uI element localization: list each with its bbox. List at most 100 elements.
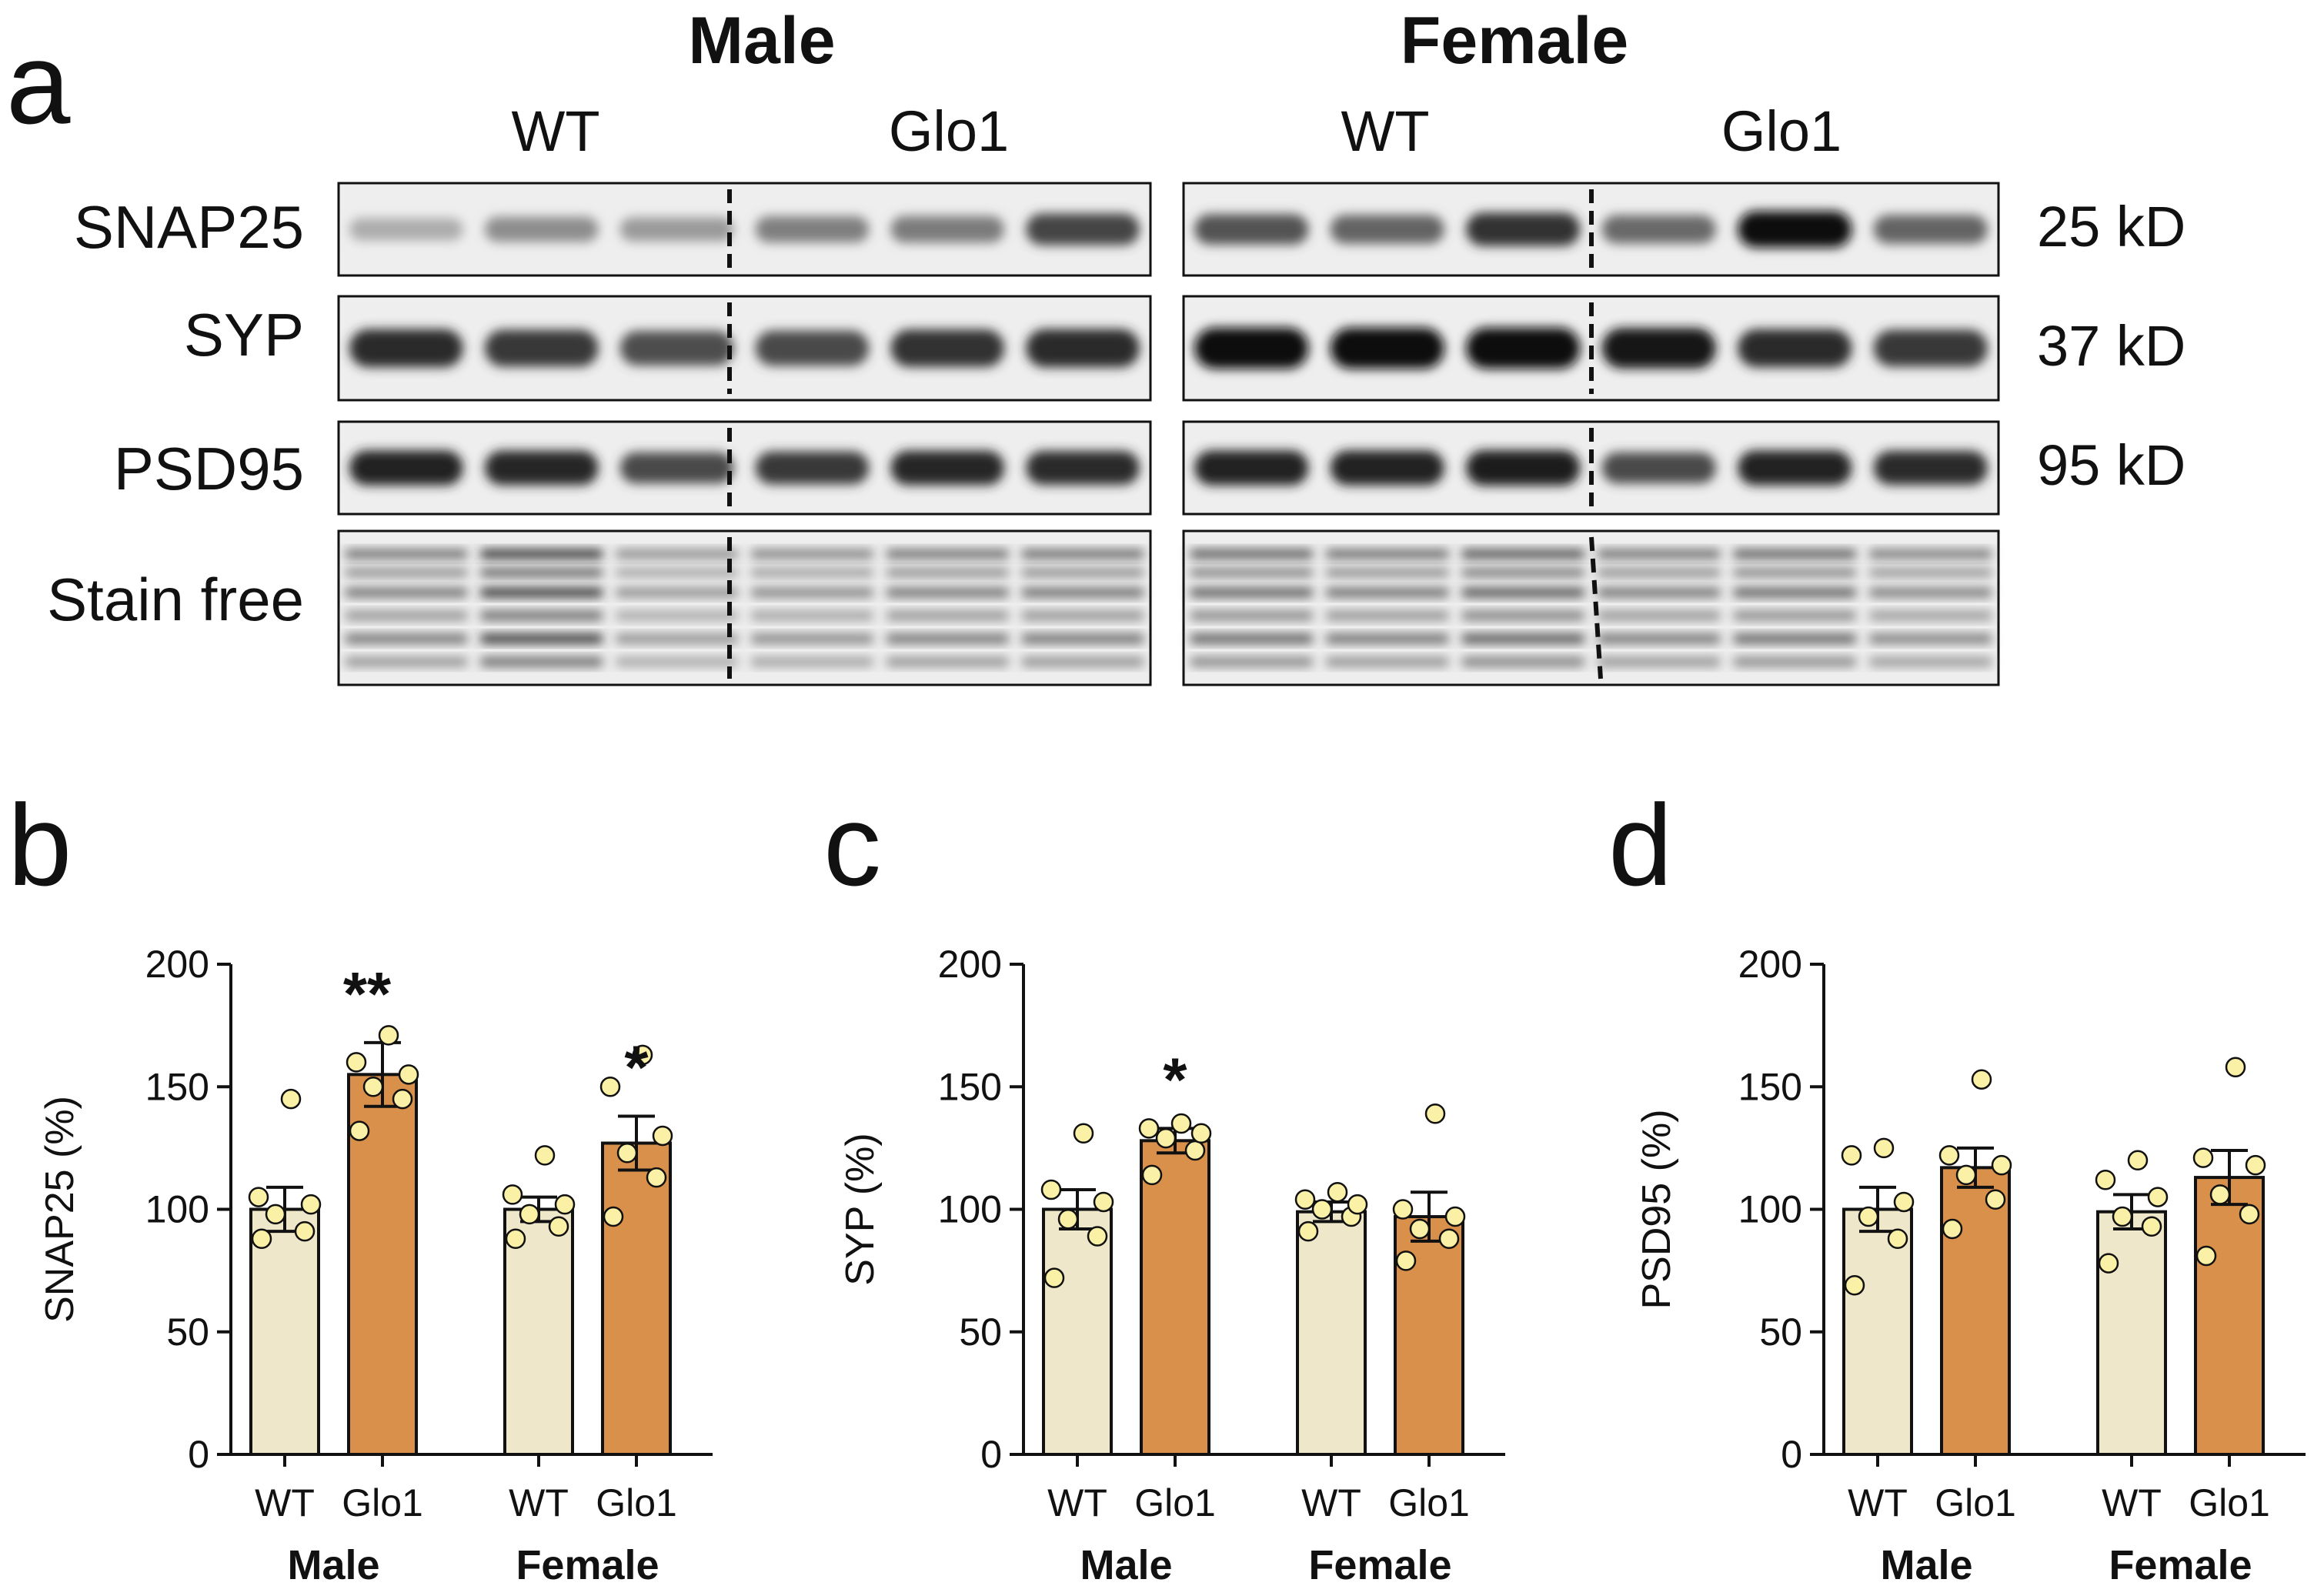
y-axis-label: SNAP25 (%) xyxy=(38,1096,82,1323)
stain-free-band xyxy=(1326,588,1449,597)
stain-free-band xyxy=(1461,568,1584,577)
blot-band xyxy=(755,215,870,243)
panel-letter-a: a xyxy=(6,18,71,148)
stain-free-band xyxy=(1021,588,1144,597)
data-point xyxy=(1057,1208,1079,1230)
bar xyxy=(1296,1210,1367,1457)
data-point xyxy=(346,1052,367,1073)
blot-band xyxy=(1738,329,1852,368)
stain-free-band xyxy=(345,588,468,597)
data-point xyxy=(1311,1199,1333,1220)
y-tick-label: 0 xyxy=(1781,1433,1802,1476)
x-category-label: Glo1 xyxy=(1388,1481,1470,1524)
stain-free-band xyxy=(751,568,873,577)
x-group-label: Male xyxy=(1080,1542,1172,1588)
blot-band xyxy=(484,450,599,486)
kd-label-syp: 37 kD xyxy=(2037,314,2185,378)
bar xyxy=(1842,1207,1913,1456)
x-category-label: WT xyxy=(1047,1481,1107,1524)
blot-band xyxy=(1601,452,1716,484)
stain-free-band xyxy=(751,657,873,666)
stain-free-band xyxy=(480,657,603,666)
data-point xyxy=(349,1120,370,1141)
data-point xyxy=(1087,1226,1108,1247)
stain-free-band xyxy=(616,568,738,577)
stain-free-band xyxy=(1461,588,1584,597)
blot-band xyxy=(1873,329,1988,367)
data-point xyxy=(603,1206,624,1227)
blot-band xyxy=(890,329,1005,367)
data-point xyxy=(1991,1154,2012,1176)
data-point xyxy=(2245,1154,2266,1176)
stain-free-band xyxy=(1190,634,1313,643)
blot-band xyxy=(1194,450,1309,486)
data-point xyxy=(300,1194,322,1215)
data-point xyxy=(2127,1150,2149,1171)
y-tick-label: 100 xyxy=(1738,1188,1802,1231)
stain-free-band xyxy=(1733,568,1856,577)
chart-c: c SYP (%) 0 50 100 150 200 WT Glo1 * WT Glo1 Male Fem… xyxy=(823,780,1505,1588)
stain-free-band xyxy=(1598,657,1721,666)
stain-free-band xyxy=(887,634,1009,643)
data-point xyxy=(398,1064,419,1085)
blot-band xyxy=(1466,212,1581,246)
blot-strip xyxy=(337,420,1152,516)
blot-band xyxy=(619,217,734,242)
data-point xyxy=(2141,1216,2162,1237)
data-point xyxy=(505,1228,526,1249)
x-group-label: Female xyxy=(1308,1542,1451,1588)
panel-letter-d: d xyxy=(1608,780,1672,910)
blot-strip xyxy=(1182,529,2000,686)
stain-free-band xyxy=(1733,657,1856,666)
y-tick-label: 200 xyxy=(938,943,1002,986)
y-axis-label: PSD95 (%) xyxy=(1634,1109,1679,1309)
stain-free-band xyxy=(751,634,873,643)
y-tick-label: 200 xyxy=(145,943,209,986)
data-point xyxy=(2147,1187,2169,1207)
blot-row-label-snap25: SNAP25 xyxy=(74,193,304,261)
data-point xyxy=(1170,1113,1192,1134)
stain-free-band xyxy=(1021,549,1144,559)
blot-band xyxy=(1601,328,1716,369)
y-tick-label: 200 xyxy=(1738,943,1802,986)
stain-free-band xyxy=(1598,588,1721,597)
stain-free-band xyxy=(1461,549,1584,559)
data-point xyxy=(280,1088,302,1110)
blot-band xyxy=(349,450,463,486)
stain-free-band xyxy=(887,588,1009,597)
data-point xyxy=(1190,1123,1212,1144)
blot-band xyxy=(1026,450,1140,486)
data-point xyxy=(1327,1181,1348,1203)
bar xyxy=(1940,1166,2011,1456)
x-category-label: Glo1 xyxy=(342,1481,423,1524)
stain-free-band xyxy=(1733,588,1856,597)
stain-free-band xyxy=(480,634,603,643)
stain-free-band xyxy=(1598,611,1721,620)
blot-band xyxy=(619,330,734,366)
kd-label-snap25: 25 kD xyxy=(2037,195,2185,259)
data-point xyxy=(1043,1267,1065,1288)
blot-strip xyxy=(337,295,1152,402)
data-point xyxy=(1844,1274,1865,1296)
x-category-label: WT xyxy=(2102,1481,2162,1524)
stain-free-band xyxy=(1190,568,1313,577)
data-point xyxy=(1093,1191,1114,1213)
significance-marker: * xyxy=(1163,1045,1187,1114)
data-point xyxy=(1841,1145,1862,1166)
kd-label-psd95: 95 kD xyxy=(2037,433,2185,497)
stain-free-band xyxy=(1869,634,1992,643)
data-point xyxy=(548,1216,569,1237)
stain-free-band xyxy=(1326,611,1449,620)
y-tick-label: 150 xyxy=(145,1065,209,1108)
stain-free-band xyxy=(1021,611,1144,620)
data-point xyxy=(616,1142,638,1164)
blot-band xyxy=(1026,213,1140,245)
blot-row-label-psd95: PSD95 xyxy=(114,435,304,503)
data-point xyxy=(294,1220,316,1242)
blot-band xyxy=(1466,327,1581,369)
stain-free-band xyxy=(1869,549,1992,559)
data-point xyxy=(1184,1140,1206,1161)
stain-free-band xyxy=(1190,657,1313,666)
blot-genotype-female-glo1: Glo1 xyxy=(1721,99,1842,163)
stain-free-band xyxy=(616,657,738,666)
